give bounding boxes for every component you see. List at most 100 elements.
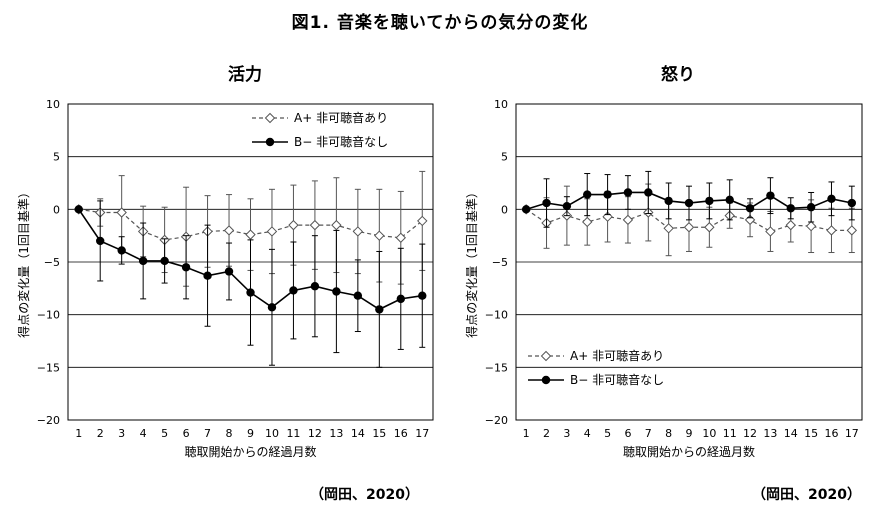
- data-point-a-plus: [704, 222, 715, 233]
- x-tick-label: 6: [183, 427, 190, 440]
- data-point-b-minus: [705, 196, 714, 206]
- x-axis-label: 聴取開始からの経過月数: [184, 444, 316, 459]
- x-tick-label: 5: [161, 427, 168, 440]
- data-point-a-plus: [622, 214, 634, 226]
- y-tick-label: 5: [501, 151, 508, 164]
- data-point-b-minus: [203, 271, 212, 280]
- x-tick-label: 3: [118, 427, 125, 440]
- data-point-b-minus: [289, 286, 298, 295]
- chart-panel-anger: 怒り 10 5 0 −5 −10 −15 −20 1 2 3 4 5 6 7 8 9 10 11 12 13 14 15 16…: [440, 0, 880, 508]
- data-point-b-minus: [138, 256, 148, 266]
- x-tick-label: 8: [665, 427, 672, 440]
- x-tick-label: 2: [97, 427, 104, 440]
- data-point-b-minus: [766, 191, 775, 200]
- legend-marker: [264, 112, 276, 124]
- data-point-b-minus: [827, 194, 836, 203]
- x-tick-label: 10: [265, 427, 279, 440]
- data-point-a-plus: [765, 226, 776, 237]
- data-point-b-minus: [745, 204, 755, 213]
- data-point-b-minus: [847, 198, 857, 208]
- data-point-b-minus: [806, 203, 816, 212]
- source-citation-right: （岡田、2020）: [752, 487, 861, 503]
- x-tick-label: 13: [763, 427, 777, 440]
- data-point-a-plus: [223, 225, 235, 236]
- data-point-b-minus: [224, 267, 234, 276]
- x-tick-label: 17: [845, 427, 859, 440]
- y-tick-label: −20: [37, 414, 60, 427]
- x-tick-label: 16: [824, 427, 838, 440]
- legend-label: A+ 非可聴音あり: [570, 348, 664, 363]
- data-point-a-plus: [846, 225, 858, 236]
- data-point-a-plus: [582, 216, 593, 228]
- x-tick-label: 4: [140, 427, 147, 440]
- x-tick-label: 3: [563, 427, 570, 440]
- data-point-a-plus: [288, 219, 299, 231]
- data-point-a-plus: [785, 219, 796, 231]
- data-point-b-minus: [246, 288, 255, 297]
- data-point-a-plus: [805, 220, 817, 232]
- data-point-a-plus: [395, 232, 407, 243]
- data-point-b-minus: [96, 236, 105, 246]
- data-point-b-minus: [542, 198, 551, 208]
- chart-title: 怒り: [661, 64, 695, 85]
- x-tick-label: 14: [351, 427, 365, 440]
- y-tick-label: 0: [501, 203, 508, 216]
- x-tick-label: 15: [804, 427, 818, 440]
- data-point-a-plus: [663, 223, 674, 234]
- x-tick-label: 11: [286, 427, 300, 440]
- x-tick-label: 14: [784, 427, 798, 440]
- data-point-b-minus: [310, 282, 320, 291]
- x-tick-label: 11: [723, 427, 737, 440]
- y-tick-label: −10: [485, 309, 508, 322]
- y-tick-label: −20: [485, 414, 508, 427]
- x-tick-label: 8: [226, 427, 233, 440]
- x-tick-label: 4: [584, 427, 591, 440]
- data-point-b-minus: [786, 204, 795, 213]
- data-point-b-minus: [160, 256, 169, 266]
- y-tick-label: 0: [53, 203, 60, 216]
- y-tick-label: 10: [46, 98, 60, 111]
- plot-frame: [67, 103, 434, 421]
- data-point-a-plus: [116, 207, 127, 218]
- x-tick-label: 10: [702, 427, 716, 440]
- source-citation-left: （岡田、2020）: [310, 487, 419, 503]
- x-tick-label: 17: [415, 427, 429, 440]
- data-point-a-plus: [826, 225, 837, 236]
- data-point-b-minus: [353, 291, 363, 300]
- data-point-b-minus: [396, 294, 405, 304]
- x-tick-label: 1: [523, 427, 530, 440]
- data-point-a-plus: [417, 215, 428, 227]
- x-tick-label: 6: [624, 427, 631, 440]
- data-point-a-plus: [309, 219, 321, 231]
- x-tick-label: 7: [645, 427, 652, 440]
- data-point-b-minus: [623, 188, 633, 197]
- y-axis-label: 得点の変化量（1回目基準）: [464, 186, 479, 338]
- x-tick-label: 5: [604, 427, 611, 440]
- data-point-b-minus: [562, 201, 572, 211]
- x-tick-label: 15: [372, 427, 386, 440]
- data-point-b-minus: [181, 263, 191, 272]
- data-point-b-minus: [521, 205, 531, 214]
- data-point-b-minus: [117, 246, 126, 255]
- legend-label: A+ 非可聴音あり: [294, 110, 388, 125]
- y-tick-label: 10: [494, 98, 508, 111]
- x-tick-label: 12: [743, 427, 757, 440]
- x-tick-label: 13: [329, 427, 343, 440]
- x-tick-label: 16: [394, 427, 408, 440]
- x-tick-label: 2: [543, 427, 550, 440]
- chart-title: 活力: [228, 64, 262, 85]
- data-point-a-plus: [374, 230, 385, 241]
- legend-label: B− 非可聴音なし: [570, 372, 664, 387]
- x-tick-label: 9: [247, 427, 254, 440]
- plot-frame: [515, 103, 863, 421]
- data-point-b-minus: [267, 303, 277, 312]
- data-point-b-minus: [74, 205, 83, 214]
- y-tick-label: −10: [37, 309, 60, 322]
- y-tick-label: −5: [492, 256, 508, 269]
- data-point-a-plus: [266, 226, 278, 237]
- legend-marker: [265, 137, 275, 147]
- figure-title: 図1. 音楽を聴いてからの気分の変化: [291, 13, 589, 33]
- x-tick-label: 7: [204, 427, 211, 440]
- data-point-b-minus: [332, 287, 341, 296]
